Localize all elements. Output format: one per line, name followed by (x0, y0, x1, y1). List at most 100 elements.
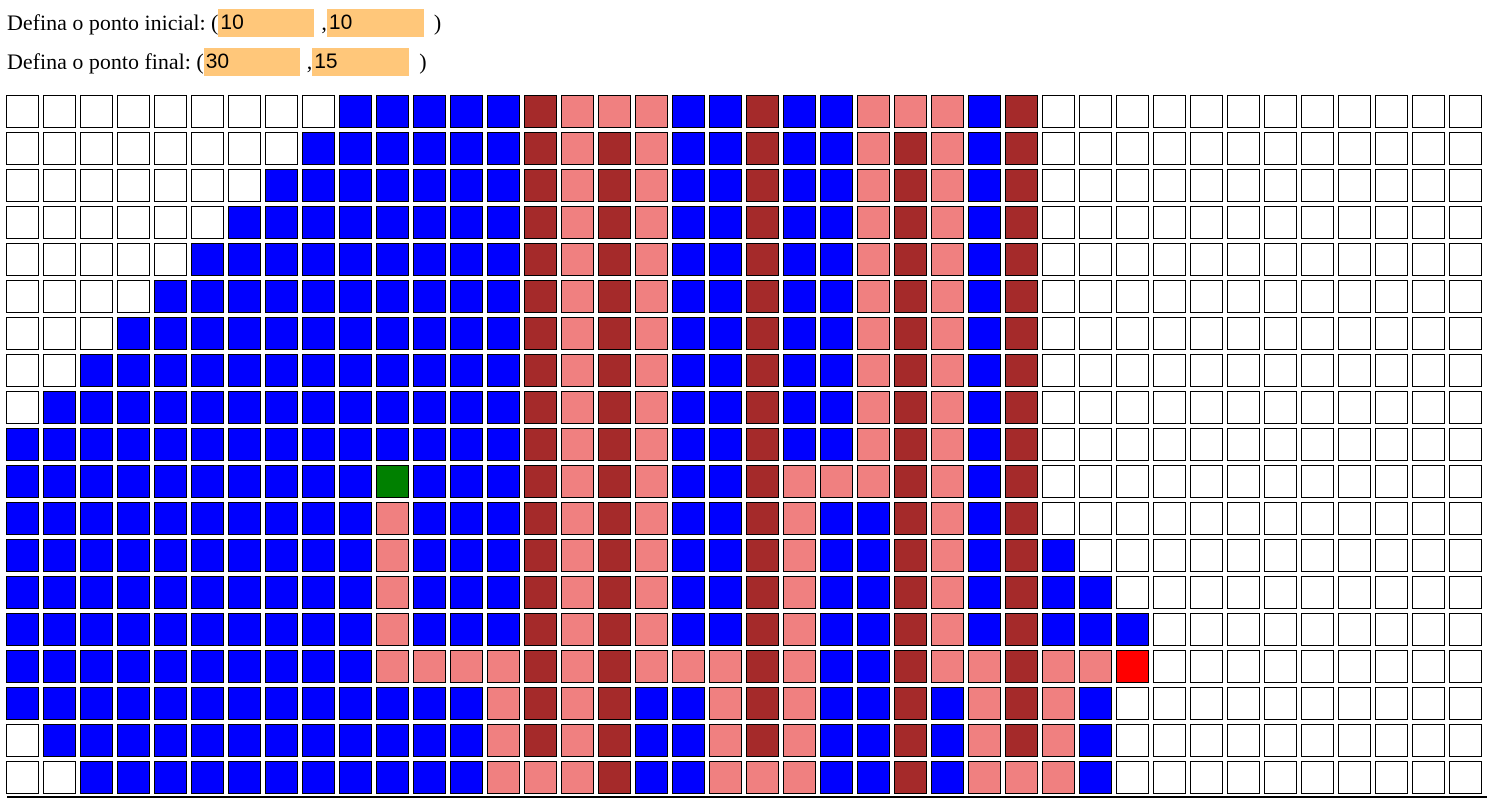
grid-cell-empty[interactable] (1264, 502, 1297, 535)
grid-cell-visited[interactable] (228, 687, 261, 720)
grid-cell-empty[interactable] (1264, 95, 1297, 128)
grid-cell-visited[interactable] (6, 613, 39, 646)
grid-cell-empty[interactable] (117, 243, 150, 276)
grid-cell-path[interactable] (857, 243, 890, 276)
grid-cell-visited[interactable] (709, 391, 742, 424)
grid-cell-obstacle[interactable] (598, 391, 631, 424)
grid-cell-visited[interactable] (265, 206, 298, 239)
grid-cell-empty[interactable] (1042, 132, 1075, 165)
grid-cell-empty[interactable] (1449, 317, 1482, 350)
grid-cell-empty[interactable] (1375, 502, 1408, 535)
grid-cell-empty[interactable] (1079, 243, 1112, 276)
grid-cell-path[interactable] (561, 317, 594, 350)
grid-cell-empty[interactable] (228, 95, 261, 128)
grid-cell-empty[interactable] (1449, 539, 1482, 572)
grid-cell-visited[interactable] (117, 539, 150, 572)
grid-cell-visited[interactable] (857, 576, 890, 609)
grid-cell-obstacle[interactable] (746, 280, 779, 313)
grid-cell-empty[interactable] (1264, 206, 1297, 239)
grid-cell-empty[interactable] (1338, 761, 1371, 794)
grid-cell-visited[interactable] (6, 576, 39, 609)
grid-cell-obstacle[interactable] (524, 354, 557, 387)
grid-cell-visited[interactable] (487, 95, 520, 128)
grid-cell-empty[interactable] (1338, 169, 1371, 202)
grid-cell-visited[interactable] (302, 428, 335, 461)
grid-cell-path[interactable] (709, 761, 742, 794)
start-y-input[interactable] (326, 9, 424, 37)
grid-cell-visited[interactable] (191, 391, 224, 424)
grid-cell-visited[interactable] (43, 539, 76, 572)
grid-cell-visited[interactable] (376, 169, 409, 202)
grid-cell-obstacle[interactable] (746, 354, 779, 387)
grid-cell-visited[interactable] (450, 243, 483, 276)
grid-cell-empty[interactable] (1301, 243, 1334, 276)
grid-cell-visited[interactable] (487, 613, 520, 646)
grid-cell-obstacle[interactable] (746, 576, 779, 609)
grid-cell-empty[interactable] (43, 206, 76, 239)
grid-cell-empty[interactable] (1227, 132, 1260, 165)
grid-cell-visited[interactable] (191, 539, 224, 572)
grid-cell-obstacle[interactable] (894, 761, 927, 794)
grid-cell-visited[interactable] (820, 502, 853, 535)
grid-cell-path[interactable] (783, 576, 816, 609)
grid-cell-empty[interactable] (80, 280, 113, 313)
grid-cell-obstacle[interactable] (894, 687, 927, 720)
grid-cell-obstacle[interactable] (598, 132, 631, 165)
grid-cell-path[interactable] (783, 502, 816, 535)
grid-cell-visited[interactable] (450, 465, 483, 498)
grid-cell-empty[interactable] (1264, 465, 1297, 498)
grid-cell-empty[interactable] (1227, 687, 1260, 720)
grid-cell-obstacle[interactable] (746, 206, 779, 239)
grid-cell-obstacle[interactable] (1005, 650, 1038, 683)
grid-cell-obstacle[interactable] (894, 576, 927, 609)
grid-cell-path[interactable] (376, 650, 409, 683)
grid-cell-path[interactable] (487, 724, 520, 757)
grid-cell-empty[interactable] (43, 95, 76, 128)
grid-cell-obstacle[interactable] (524, 613, 557, 646)
grid-cell-empty[interactable] (1190, 650, 1223, 683)
grid-cell-empty[interactable] (1153, 206, 1186, 239)
grid-cell-visited[interactable] (154, 761, 187, 794)
grid-cell-visited[interactable] (376, 95, 409, 128)
grid-cell-visited[interactable] (339, 317, 372, 350)
grid-cell-visited[interactable] (635, 687, 668, 720)
grid-cell-visited[interactable] (413, 391, 446, 424)
grid-cell-path[interactable] (635, 280, 668, 313)
grid-cell-empty[interactable] (1227, 391, 1260, 424)
grid-cell-empty[interactable] (1412, 243, 1445, 276)
grid-cell-visited[interactable] (339, 539, 372, 572)
grid-cell-obstacle[interactable] (1005, 169, 1038, 202)
grid-cell-empty[interactable] (1375, 317, 1408, 350)
grid-cell-path[interactable] (561, 206, 594, 239)
grid-cell-obstacle[interactable] (598, 428, 631, 461)
grid-cell-path[interactable] (376, 539, 409, 572)
grid-cell-visited[interactable] (820, 280, 853, 313)
grid-cell-empty[interactable] (1153, 650, 1186, 683)
grid-cell-empty[interactable] (1190, 354, 1223, 387)
grid-cell-visited[interactable] (302, 132, 335, 165)
grid-cell-empty[interactable] (1301, 650, 1334, 683)
grid-cell-empty[interactable] (1153, 317, 1186, 350)
grid-cell-empty[interactable] (1412, 650, 1445, 683)
grid-cell-empty[interactable] (1153, 539, 1186, 572)
grid-cell-visited[interactable] (80, 354, 113, 387)
grid-cell-path[interactable] (635, 465, 668, 498)
grid-cell-empty[interactable] (1190, 761, 1223, 794)
grid-cell-visited[interactable] (154, 539, 187, 572)
grid-cell-empty[interactable] (1116, 391, 1149, 424)
grid-cell-empty[interactable] (1264, 576, 1297, 609)
grid-cell-visited[interactable] (1042, 539, 1075, 572)
grid-cell-empty[interactable] (1264, 317, 1297, 350)
grid-cell-visited[interactable] (450, 206, 483, 239)
grid-cell-empty[interactable] (1079, 391, 1112, 424)
grid-cell-obstacle[interactable] (894, 391, 927, 424)
grid-cell-visited[interactable] (413, 539, 446, 572)
grid-cell-path[interactable] (931, 539, 964, 572)
grid-cell-visited[interactable] (783, 243, 816, 276)
grid-cell-visited[interactable] (339, 95, 372, 128)
grid-cell-empty[interactable] (1264, 169, 1297, 202)
grid-cell-path[interactable] (561, 502, 594, 535)
grid-cell-visited[interactable] (709, 206, 742, 239)
grid-cell-path[interactable] (857, 169, 890, 202)
grid-cell-visited[interactable] (228, 317, 261, 350)
